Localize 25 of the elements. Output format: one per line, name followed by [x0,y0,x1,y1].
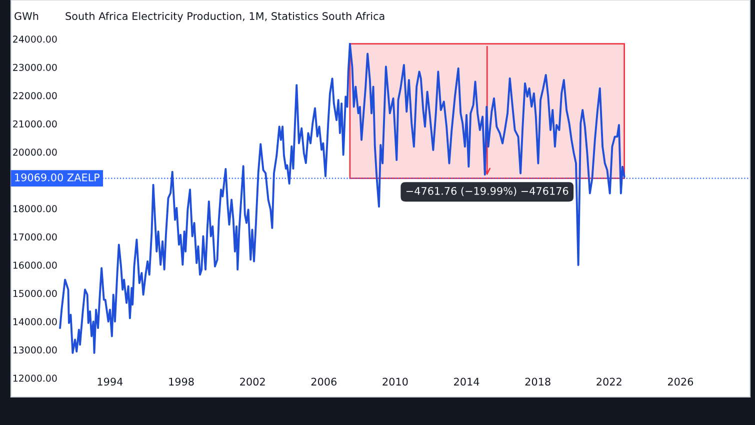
x-tick-label: 1998 [169,378,194,386]
y-tick-label: 16000.00 [13,262,57,269]
y-tick-label: 17000.00 [13,233,57,241]
y-tick-label: 24000.00 [13,36,57,43]
x-tick-label: 1994 [98,378,123,386]
x-tick-label: 2006 [311,378,336,386]
y-tick-label: 12000.00 [13,374,57,382]
ref-line-label: 19069.00 ZAELP [15,173,100,182]
y-tick-label: 13000.00 [13,346,57,354]
y-tick-label: 21000.00 [13,120,57,128]
y-tick-label: 15000.00 [13,290,57,298]
y-tick-label: 23000.00 [13,64,57,71]
x-tick-label: 2018 [525,378,550,386]
x-tick-label: 2022 [596,378,622,386]
x-tick-label: 2010 [382,378,408,386]
x-tick-label: 2002 [240,378,265,386]
x-tick-label: 2014 [454,378,480,386]
band-label: −4761.76 (−19.99%) −476176 [406,186,568,196]
text: South Africa Electricity Production, 1M, Statistics South Africa [66,12,384,22]
y-tick-label: 14000.00 [13,318,57,326]
y-axis-title: GWh [14,12,38,20]
y-tick-label: 22000.00 [13,92,57,100]
y-tick-label: 18000.00 [13,205,57,212]
x-tick-label: 2026 [668,378,694,386]
y-tick-label: 20000.00 [13,148,57,156]
